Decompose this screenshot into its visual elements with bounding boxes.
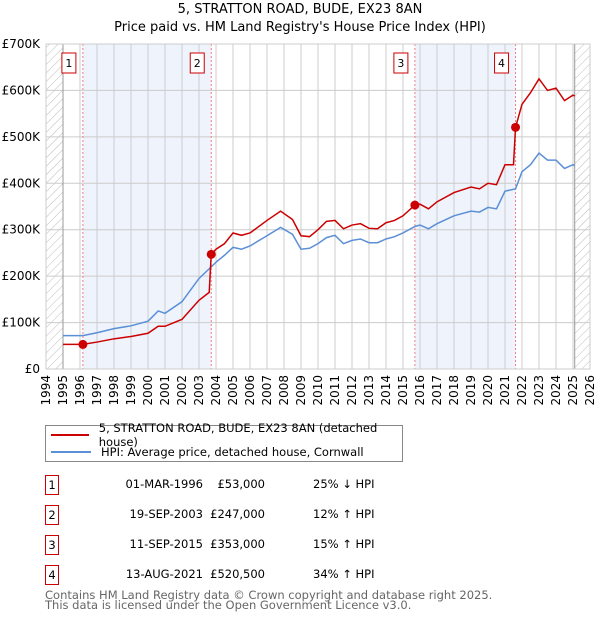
price-chart: 1994 1995 1996 1997 1998 1999 2000 2001 2002 2003… [2, 37, 597, 406]
transaction-date: 01-MAR-1996 [125, 477, 203, 491]
sale-label-2: 2 [194, 57, 201, 70]
transaction-hpi-diff: 25% ↓ HPI [313, 477, 375, 491]
transaction-date: 11-SEP-2015 [129, 537, 203, 551]
chart-title: 5, STRATTON ROAD, BUDE, EX23 8AN [177, 2, 423, 17]
x-tick-label: 2017 [430, 375, 444, 406]
footer-licence: This data is licensed under the Open Gov… [45, 598, 412, 612]
x-tick-label: 2021 [498, 375, 512, 406]
x-tick-label: 2005 [226, 375, 240, 406]
x-tick-label: 2007 [260, 375, 274, 406]
legend-swatch-red [51, 434, 89, 436]
x-tick-label: 2022 [515, 375, 529, 406]
y-tick-label: £600K [2, 83, 42, 97]
shaded-span [82, 44, 212, 369]
hatched-region-before [46, 44, 63, 369]
y-tick-label: £400K [2, 176, 42, 190]
x-tick-label: 2011 [328, 375, 342, 406]
transaction-row: 4 13-AUG-2021 £520,500 34% ↑ HPI [45, 565, 465, 585]
x-tick-label: 2000 [141, 375, 155, 406]
x-tick-label: 1998 [107, 375, 121, 406]
plot-border [45, 43, 591, 370]
legend-item-hpi: HPI: Average price, detached house, Corn… [51, 444, 364, 460]
x-tick-label: 2009 [294, 375, 308, 406]
property-price-line [63, 77, 576, 346]
x-tick-label: 2025 [566, 375, 580, 406]
x-tick-label: 2010 [311, 375, 325, 406]
sale-point-3 [410, 200, 420, 210]
y-tick-label: £100K [2, 316, 42, 330]
sale-point-2 [206, 249, 216, 259]
transaction-row: 3 11-SEP-2015 £353,000 15% ↑ HPI [45, 535, 465, 555]
x-tick-label: 1994 [39, 375, 53, 406]
transaction-date: 19-SEP-2003 [129, 507, 203, 521]
x-tick-label: 1999 [124, 375, 138, 406]
y-tick-label: £500K [2, 130, 42, 144]
legend-label: HPI: Average price, detached house, Corn… [101, 445, 364, 459]
x-tick-label: 2015 [396, 375, 410, 406]
x-tick-label: 2013 [362, 375, 376, 406]
y-tick-label: £300K [2, 223, 42, 237]
hpi-line [63, 152, 576, 337]
transaction-price: £247,000 [210, 507, 265, 521]
legend-swatch-blue [51, 451, 91, 453]
y-tick-label: £700K [2, 37, 42, 51]
x-tick-label: 2003 [192, 375, 206, 406]
x-tick-label: 2018 [447, 375, 461, 406]
x-tick-label: 2016 [413, 375, 427, 406]
transaction-row: 2 19-SEP-2003 £247,000 12% ↑ HPI [45, 505, 465, 525]
x-tick-label: 2002 [175, 375, 189, 406]
sale-label-box [61, 52, 77, 74]
sale-point-4 [511, 122, 521, 132]
legend-label: 5, STRATTON ROAD, BUDE, EX23 8AN (detach… [98, 421, 378, 449]
transaction-date: 13-AUG-2021 [125, 567, 203, 581]
x-tick-label: 1995 [56, 375, 70, 406]
transaction-hpi-diff: 15% ↑ HPI [313, 537, 375, 551]
x-tick-label: 2023 [532, 375, 546, 406]
y-tick-label: £200K [2, 269, 42, 283]
sale-label-3: 3 [397, 57, 404, 70]
sale-point-1 [78, 339, 88, 349]
sale-label-box [189, 52, 205, 74]
x-tick-label: 2020 [481, 375, 495, 406]
transaction-row: 1 01-MAR-1996 £53,000 25% ↓ HPI [45, 475, 465, 495]
x-tick-label: 2004 [209, 375, 223, 406]
x-tick-label: 2008 [277, 375, 291, 406]
transaction-number: 1 [45, 475, 59, 495]
transaction-price: £353,000 [210, 537, 265, 551]
transaction-hpi-diff: 12% ↑ HPI [313, 507, 375, 521]
transaction-number: 3 [45, 535, 59, 555]
transaction-price: £520,500 [210, 567, 265, 581]
legend-item-property: 5, STRATTON ROAD, BUDE, EX23 8AN (detach… [51, 421, 402, 449]
x-tick-label: 2026 [583, 375, 597, 406]
hatched-region-after [574, 44, 590, 369]
transaction-price: £53,000 [217, 477, 265, 491]
x-tick-label: 2006 [243, 375, 257, 406]
x-tick-label: 2024 [549, 375, 563, 406]
x-tick-label: 1996 [73, 375, 87, 406]
x-tick-label: 1997 [90, 375, 104, 406]
sale-label-box [393, 52, 409, 74]
transaction-number: 2 [45, 505, 59, 525]
sale-label-4: 4 [498, 57, 505, 70]
x-tick-label: 2014 [379, 375, 393, 406]
legend: 5, STRATTON ROAD, BUDE, EX23 8AN (detach… [45, 421, 403, 462]
transaction-number: 4 [45, 565, 59, 585]
chart-subtitle: Price paid vs. HM Land Registry's House … [114, 20, 486, 35]
transaction-hpi-diff: 34% ↑ HPI [313, 567, 375, 581]
shaded-span [414, 44, 516, 369]
x-tick-label: 2001 [158, 375, 172, 406]
x-tick-label: 2019 [464, 375, 478, 406]
footer-copyright: Contains HM Land Registry data © Crown c… [45, 588, 493, 602]
sale-label-1: 1 [65, 57, 72, 70]
x-tick-label: 2012 [345, 375, 359, 406]
sale-label-box [494, 52, 510, 74]
y-tick-label: £0 [25, 362, 40, 376]
